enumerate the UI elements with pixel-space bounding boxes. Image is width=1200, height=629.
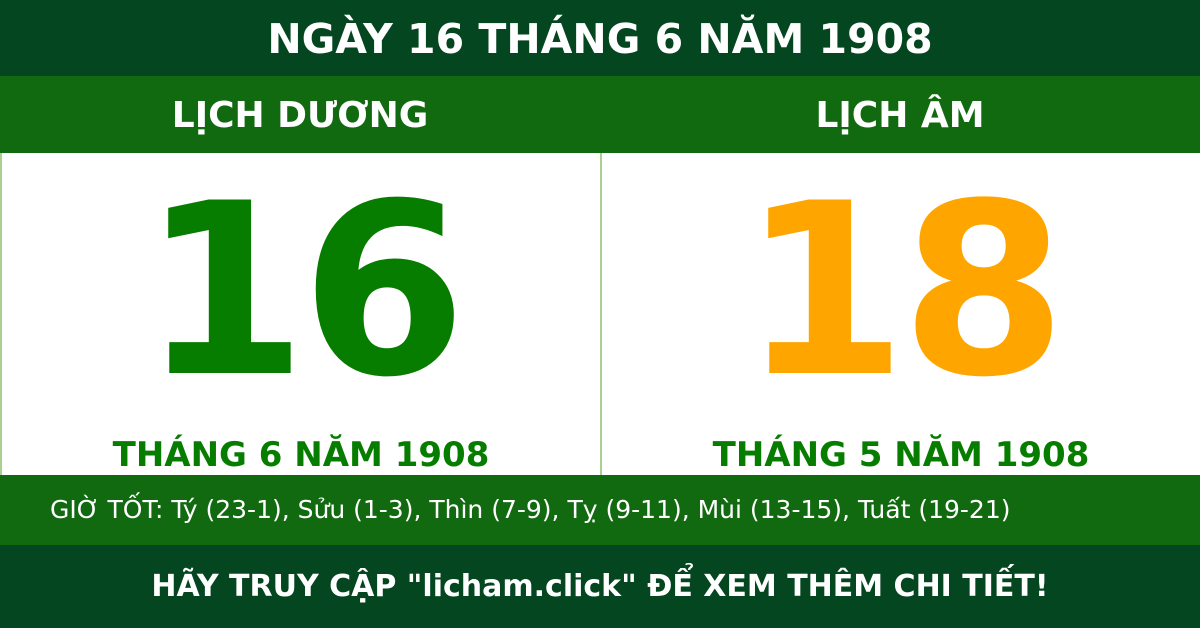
page-title: NGÀY 16 THÁNG 6 NĂM 1908 — [0, 0, 1200, 76]
solar-month-year: THÁNG 6 NĂM 1908 — [112, 435, 490, 475]
solar-day: 16 — [141, 153, 466, 430]
footer-cta: HÃY TRUY CẬP "licham.click" ĐỂ XEM THÊM … — [0, 545, 1200, 628]
good-hours: GIỜ TỐT: Tý (23-1), Sửu (1-3), Thìn (7-9… — [0, 475, 1200, 545]
calendar-body: 16 THÁNG 6 NĂM 1908 18 THÁNG 5 NĂM 1908 — [0, 153, 1200, 475]
solar-panel: 16 THÁNG 6 NĂM 1908 — [0, 153, 600, 475]
lunar-month-year: THÁNG 5 NĂM 1908 — [712, 435, 1090, 475]
solar-heading: LỊCH DƯƠNG — [171, 95, 429, 136]
lunar-panel: 18 THÁNG 5 NĂM 1908 — [600, 153, 1200, 475]
lunar-heading: LỊCH ÂM — [815, 95, 985, 136]
calendar-headings: LỊCH DƯƠNG LỊCH ÂM — [0, 76, 1200, 153]
lunar-day: 18 — [741, 153, 1066, 430]
